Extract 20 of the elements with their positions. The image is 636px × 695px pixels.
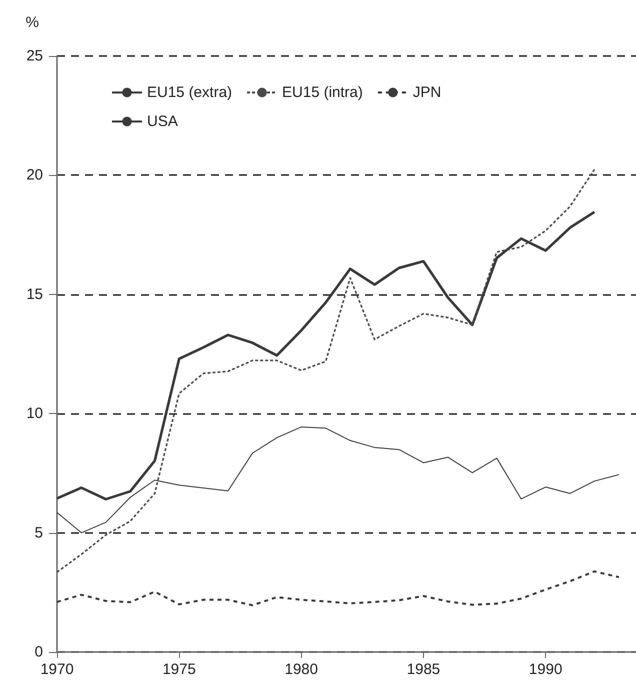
x-tick-label: 1970 <box>40 661 74 678</box>
y-tick-label: 15 <box>26 286 43 303</box>
x-tick-label: 1980 <box>284 661 318 678</box>
legend-label: EU15 (intra) <box>282 84 363 101</box>
legend-label: EU15 (extra) <box>147 84 232 101</box>
y-tick-label: 0 <box>34 644 43 660</box>
line-series <box>56 168 596 573</box>
y-axis-title: % <box>26 14 39 31</box>
y-tick-label: 10 <box>26 405 43 422</box>
y-tick-label: 25 <box>26 48 43 64</box>
x-tick-label: 1990 <box>528 661 562 678</box>
line-series <box>56 570 620 606</box>
y-tick-label: 20 <box>26 166 43 184</box>
line-series <box>56 426 620 534</box>
x-tick-label: 1985 <box>406 661 440 678</box>
legend-label: USA <box>147 113 178 130</box>
legend-label: JPN <box>412 84 442 101</box>
y-tick-label: 5 <box>34 524 43 542</box>
x-tick-label: 1975 <box>162 661 196 678</box>
line-series <box>56 210 596 500</box>
